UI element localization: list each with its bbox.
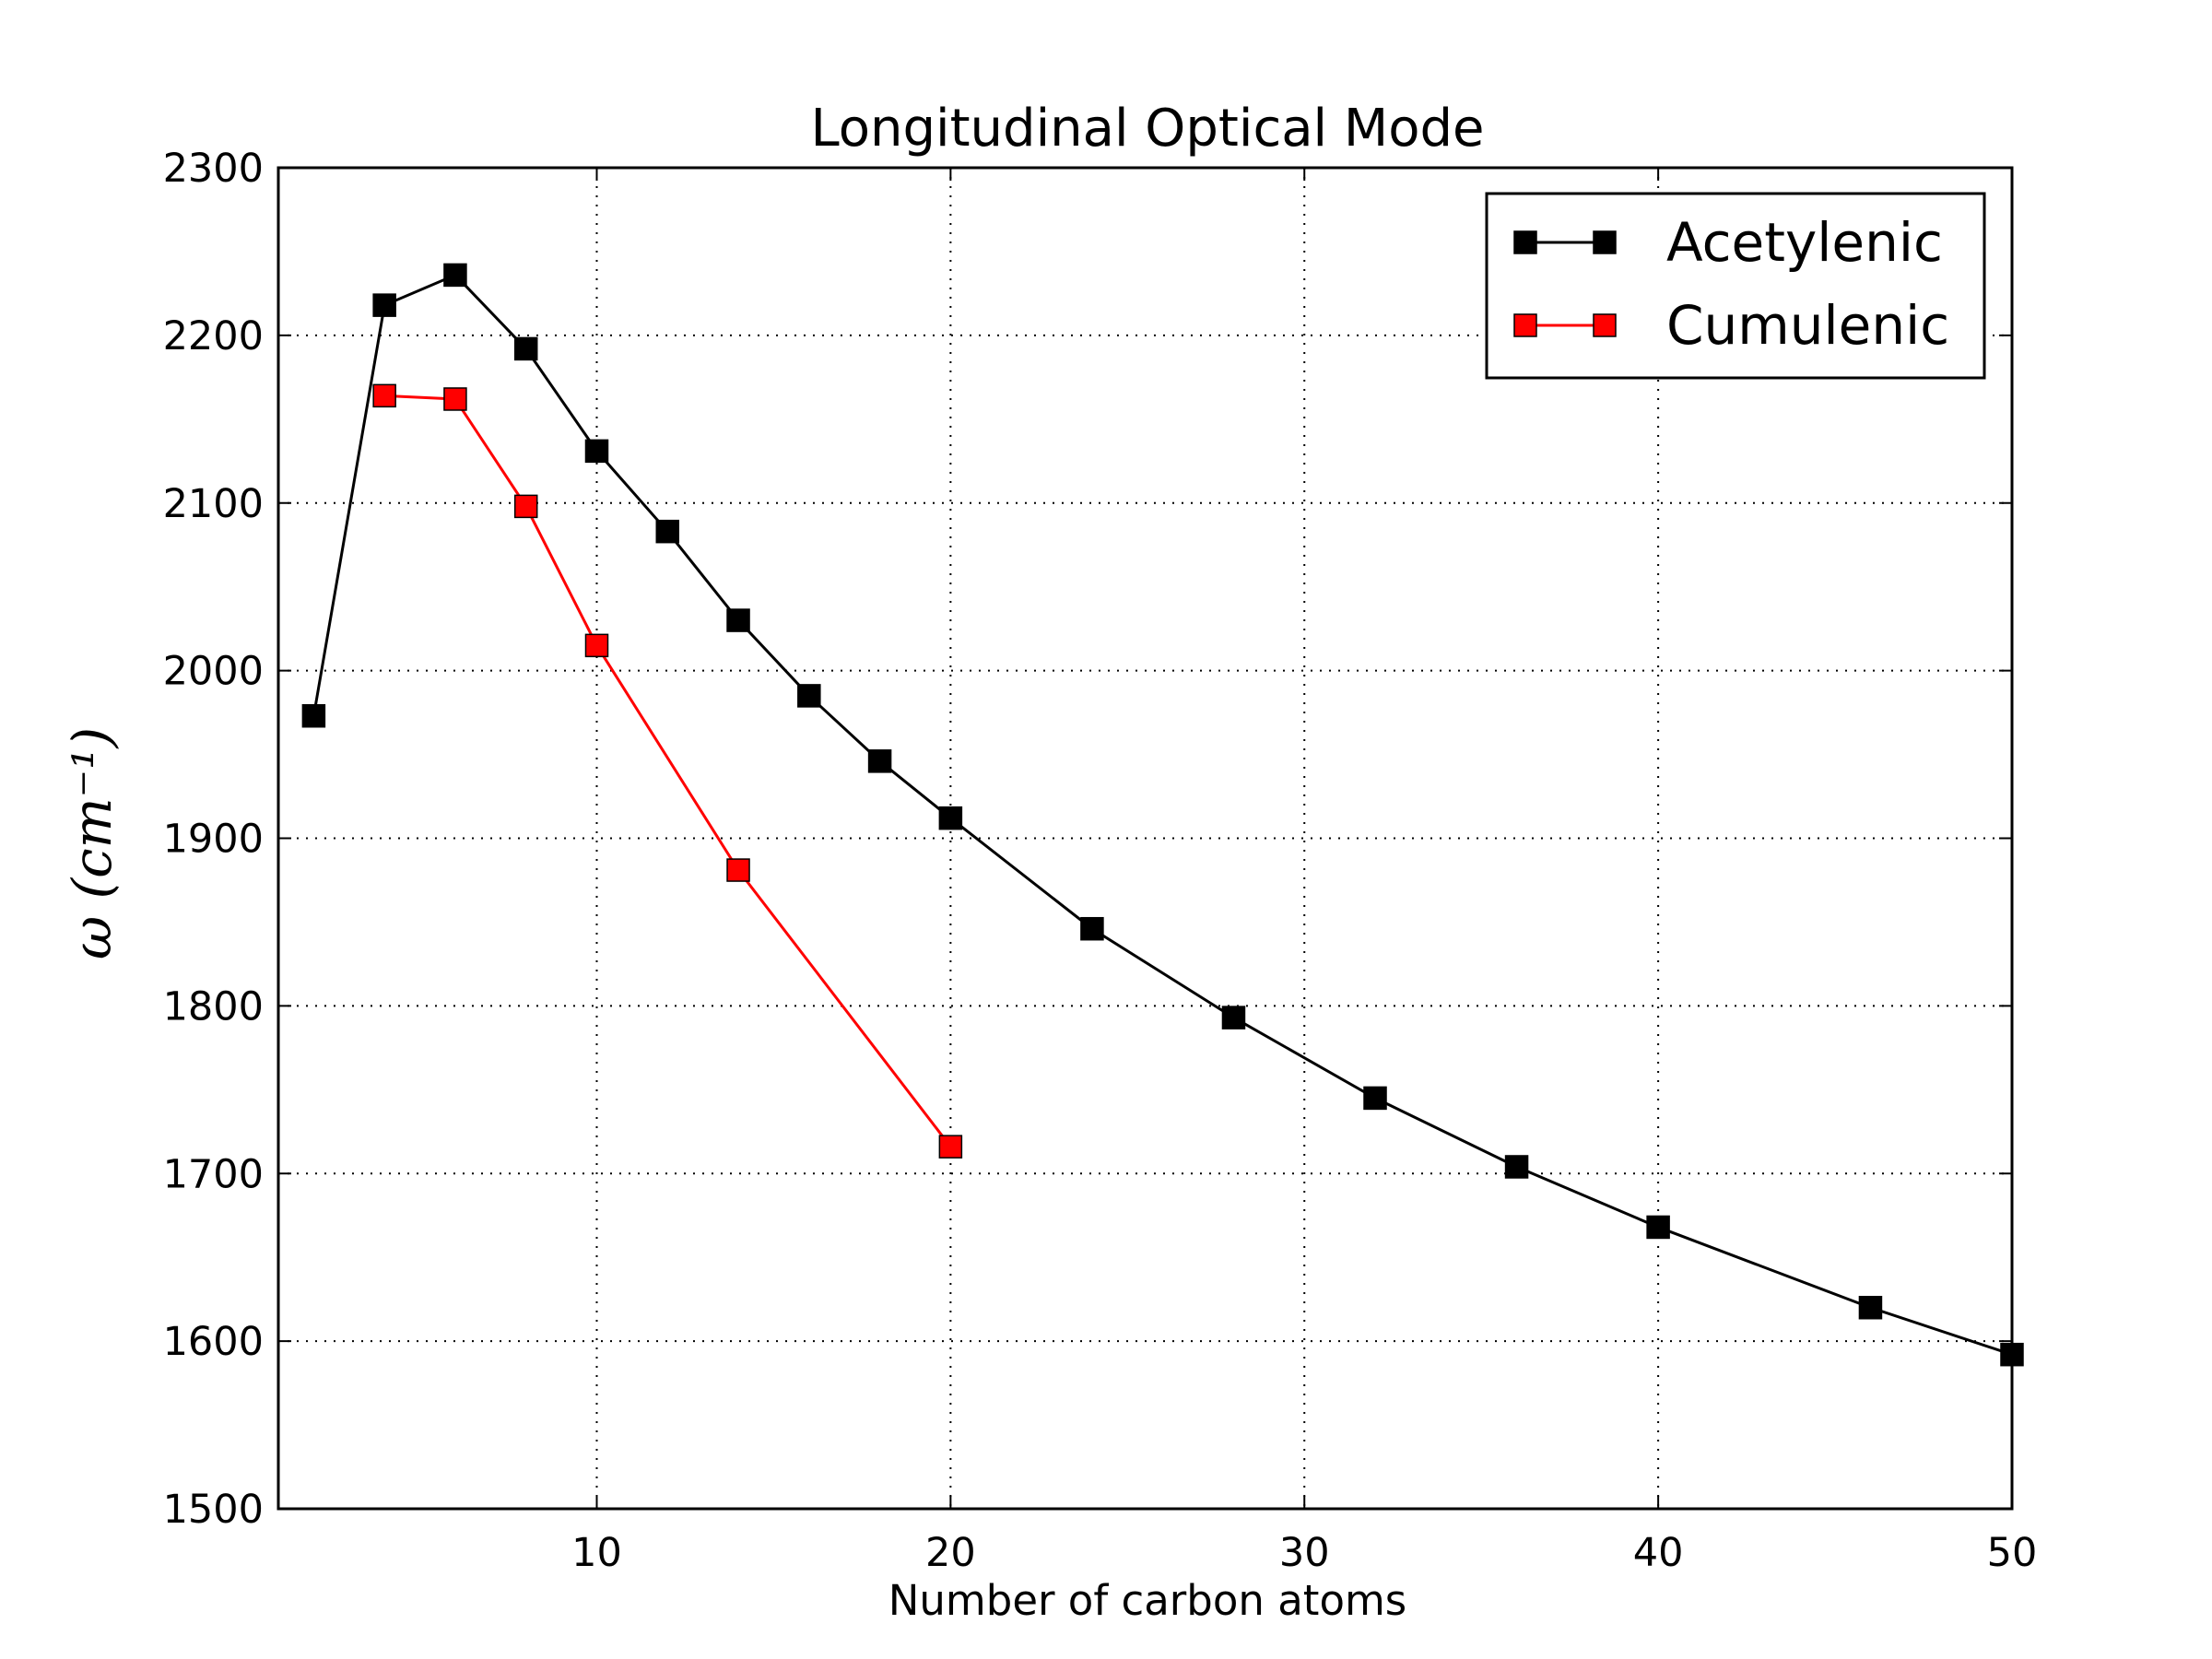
grid xyxy=(278,168,2012,1509)
data-point-cumulenic xyxy=(584,633,609,658)
data-point-acetylenic xyxy=(867,749,892,773)
data-point-acetylenic xyxy=(1363,1086,1387,1111)
series-layer xyxy=(301,263,2024,1367)
legend-marker-cumulenic xyxy=(1513,313,1537,337)
x-axis-label: Number of carbon atoms xyxy=(888,1576,1407,1625)
data-point-acetylenic xyxy=(797,684,821,708)
x-tick-label: 20 xyxy=(925,1530,976,1576)
data-point-cumulenic xyxy=(938,1135,963,1159)
series-acetylenic xyxy=(301,263,2024,1367)
legend-box xyxy=(1485,192,1986,380)
x-tick-label: 30 xyxy=(1279,1530,1330,1576)
y-tick-label: 1900 xyxy=(163,817,264,863)
legend-marker-acetylenic xyxy=(1513,230,1537,254)
y-axis-label: ω (cm⁻¹) xyxy=(61,727,124,959)
legend-label-acetylenic: Acetylenic xyxy=(1666,211,1943,274)
x-tick-label: 50 xyxy=(1987,1530,2038,1576)
series-line-cumulenic xyxy=(384,394,952,1148)
x-tick-label: 10 xyxy=(571,1530,622,1576)
data-point-cumulenic xyxy=(372,383,396,408)
data-point-acetylenic xyxy=(938,806,963,830)
y-tick-label: 2200 xyxy=(163,313,264,359)
data-point-acetylenic xyxy=(1646,1215,1670,1240)
y-tick-label: 2300 xyxy=(163,146,264,192)
data-point-acetylenic xyxy=(513,336,538,361)
data-point-acetylenic xyxy=(1504,1155,1529,1179)
y-tick-label: 1800 xyxy=(163,983,264,1030)
legend-marker-cumulenic xyxy=(1593,313,1617,337)
data-point-acetylenic xyxy=(584,439,609,464)
legend-marker-acetylenic xyxy=(1593,230,1617,254)
series-cumulenic xyxy=(372,383,963,1159)
data-point-cumulenic xyxy=(726,858,750,882)
x-tick-label: 40 xyxy=(1633,1530,1684,1576)
ticks: 10 20 30 40 50 1500 1600 1700 1800 1900 2000 2100 22… xyxy=(163,146,2038,1576)
legend-label-cumulenic: Cumulenic xyxy=(1666,294,1949,357)
data-point-acetylenic xyxy=(372,293,396,317)
data-point-acetylenic xyxy=(726,608,750,632)
data-point-cumulenic xyxy=(513,494,538,519)
data-point-acetylenic xyxy=(655,519,680,544)
y-tick-label: 1700 xyxy=(163,1151,264,1197)
y-tick-label: 1600 xyxy=(163,1319,264,1365)
chart-title: Longitudinal Optical Mode xyxy=(811,99,1485,159)
data-point-acetylenic xyxy=(301,703,326,728)
y-tick-label: 1500 xyxy=(163,1487,264,1533)
data-point-acetylenic xyxy=(443,263,467,288)
y-tick-label: 2100 xyxy=(163,481,264,527)
data-point-acetylenic xyxy=(1221,1006,1246,1030)
y-tick-label: 2000 xyxy=(163,649,264,695)
legend: Acetylenic Cumulenic xyxy=(1485,192,1986,380)
data-point-acetylenic xyxy=(1080,916,1104,941)
data-point-acetylenic xyxy=(1858,1296,1883,1320)
data-point-cumulenic xyxy=(443,387,467,411)
